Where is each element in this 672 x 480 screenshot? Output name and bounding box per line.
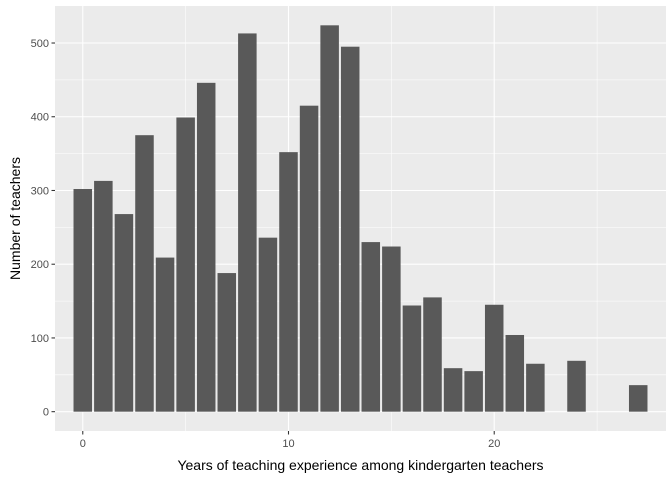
bar [135, 135, 154, 412]
bar [443, 368, 463, 412]
bar [340, 46, 360, 412]
bar [567, 360, 586, 412]
bar [484, 304, 504, 412]
y-tick-label: 200 [31, 259, 49, 271]
y-tick-label: 300 [31, 185, 49, 197]
bar [238, 33, 257, 412]
y-tick-label: 0 [43, 407, 49, 419]
bar [464, 371, 483, 412]
bars [73, 25, 648, 412]
y-axis: 0 100 200 300 400 500 [31, 38, 55, 419]
bar [320, 25, 339, 412]
y-tick-label: 100 [31, 333, 49, 345]
bar [114, 214, 134, 412]
bar [196, 82, 216, 412]
bar [505, 334, 525, 412]
bar [279, 152, 298, 412]
bar [217, 273, 237, 412]
y-tick-label: 500 [31, 38, 49, 50]
x-tick-label: 0 [80, 438, 86, 450]
bar [94, 180, 113, 412]
x-axis: 0 10 20 [80, 431, 500, 450]
y-axis-title: Number of teachers [7, 157, 23, 280]
bar [526, 363, 545, 412]
bar [258, 237, 278, 412]
bar [176, 117, 195, 412]
x-tick-label: 10 [282, 438, 294, 450]
bar [361, 242, 381, 412]
x-axis-title: Years of teaching experience among kinde… [177, 457, 543, 473]
bar [628, 385, 648, 412]
bar [402, 305, 422, 412]
bar [299, 105, 319, 412]
bar [73, 189, 93, 412]
bar [423, 297, 442, 412]
x-tick-label: 20 [488, 438, 500, 450]
bar [382, 246, 401, 412]
y-tick-label: 400 [31, 112, 49, 124]
bar [155, 257, 175, 412]
